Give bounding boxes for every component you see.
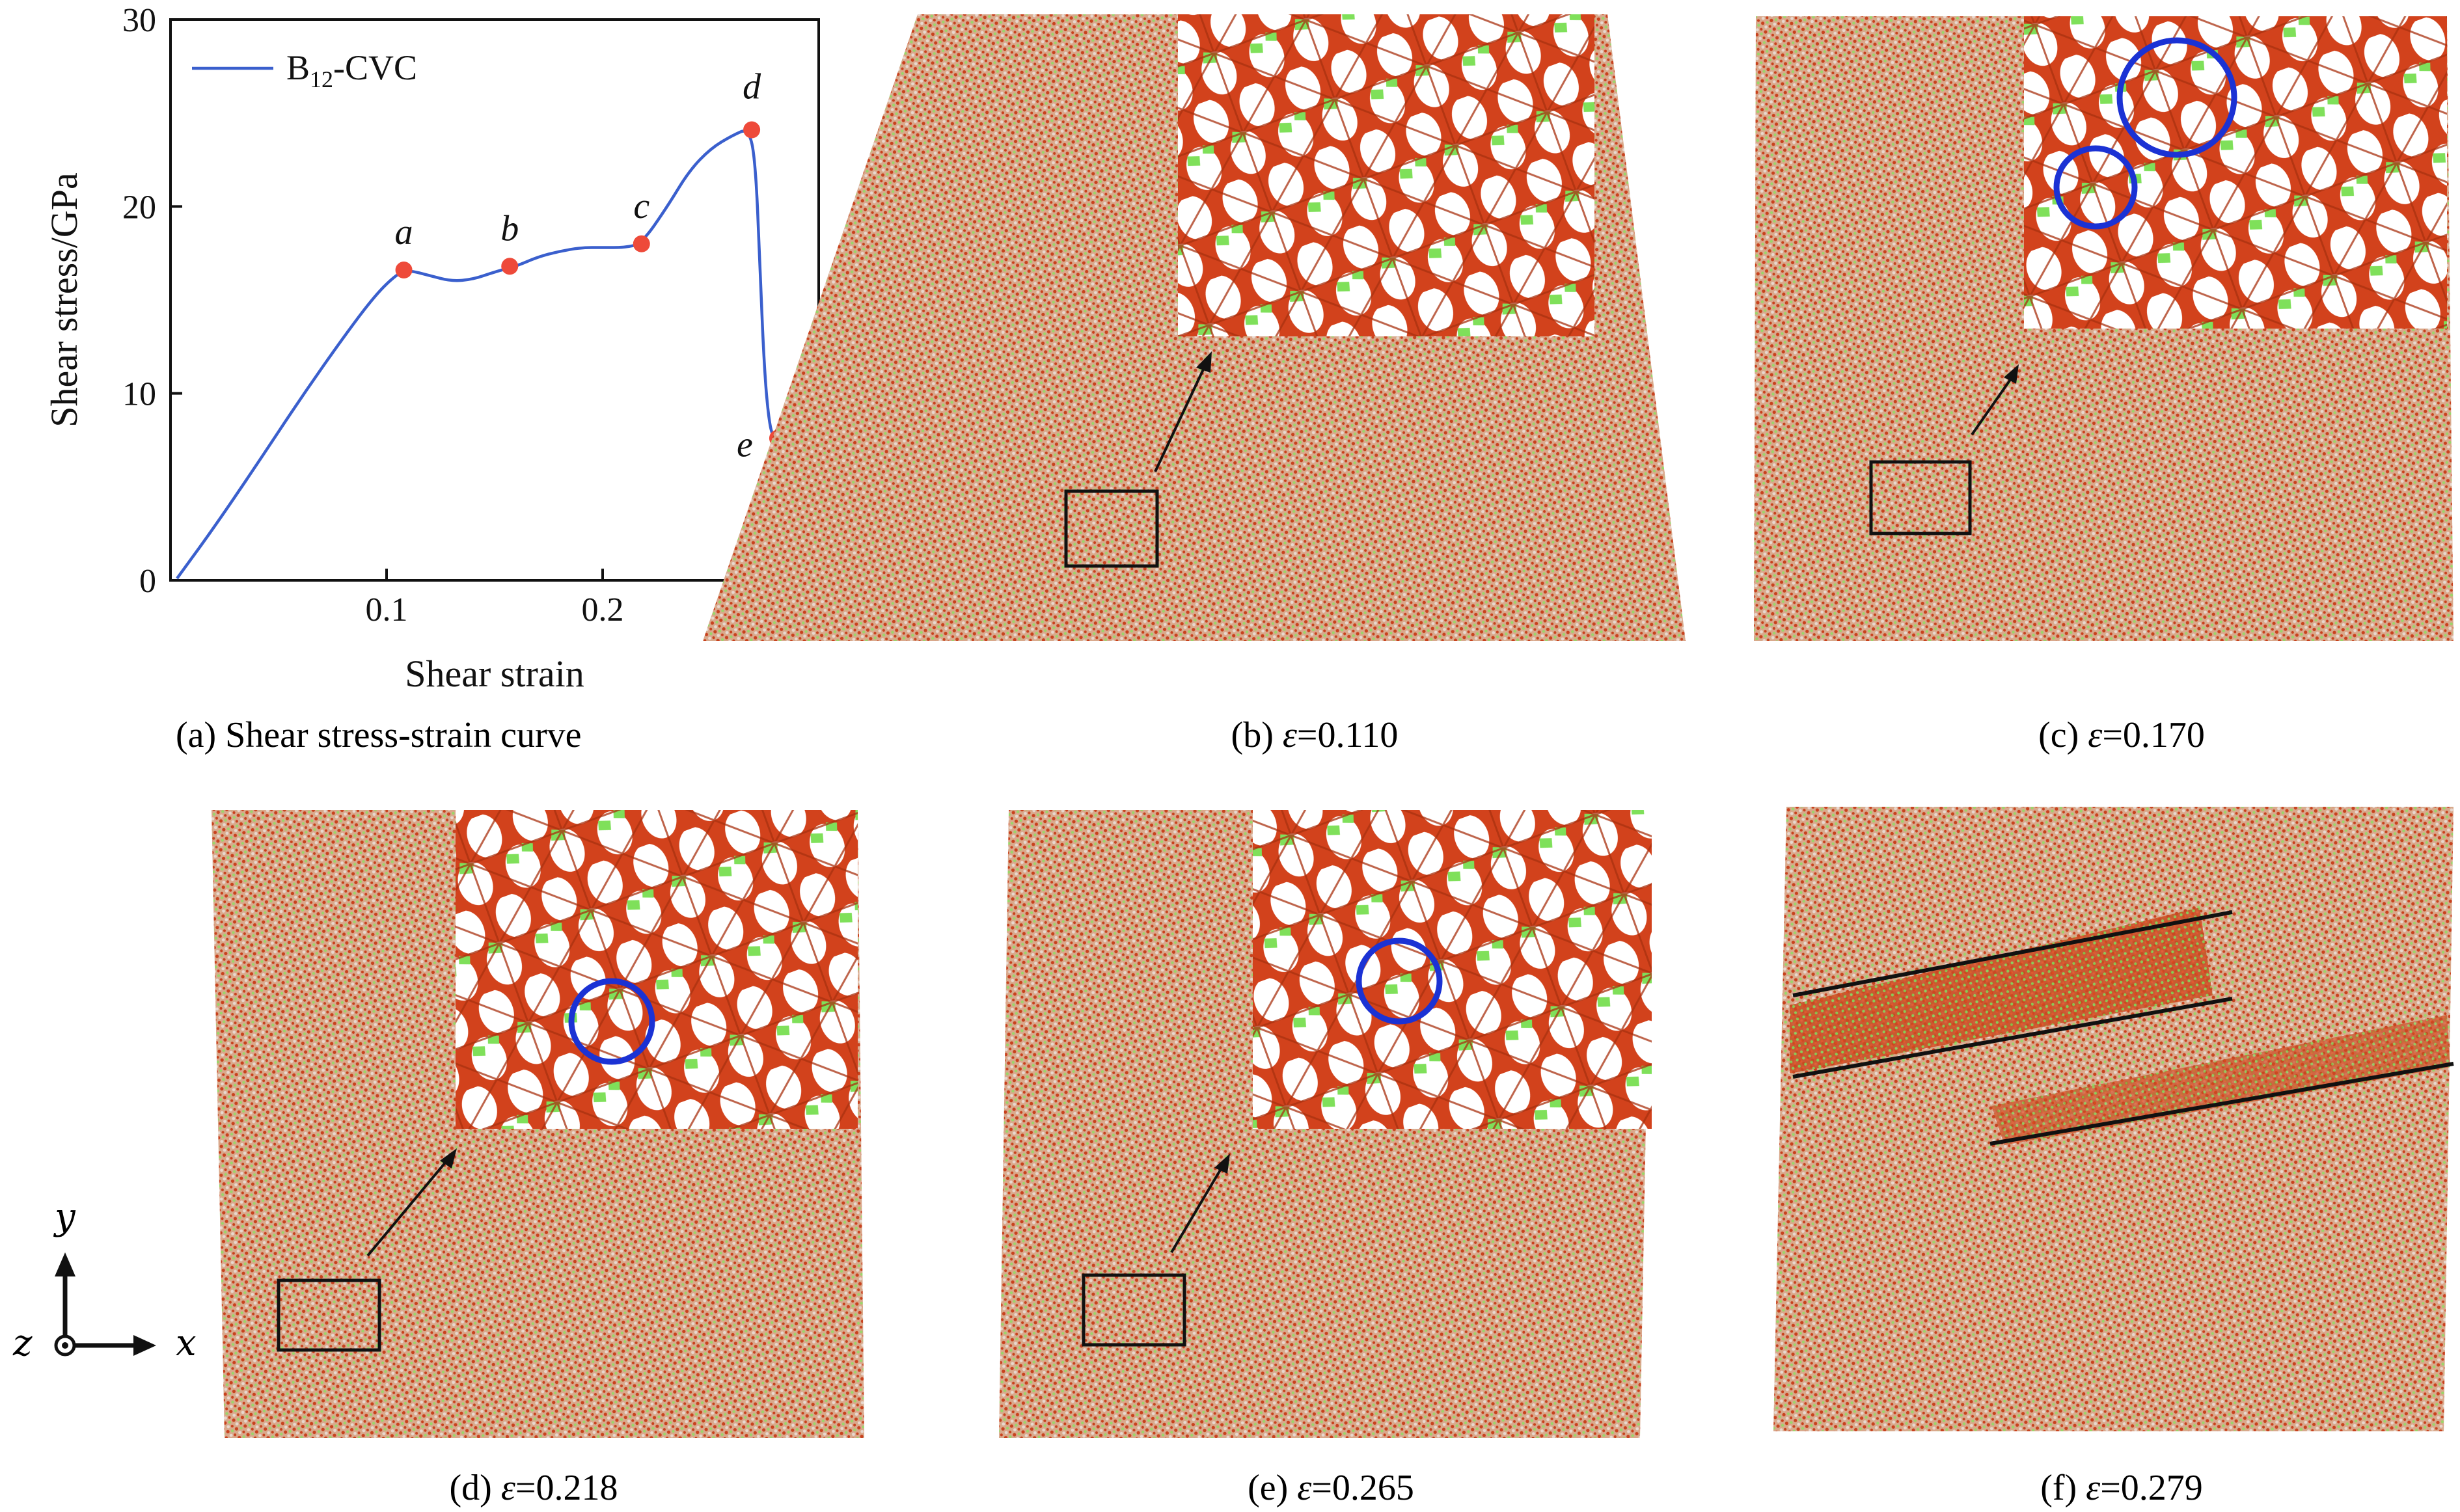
panel-c-defect-circle-large (2116, 37, 2237, 158)
x-axis-label: Shear strain (405, 653, 584, 695)
x-tick-label: 0.2 (582, 591, 624, 628)
panel-b-selection-box (1064, 489, 1159, 568)
caption-d: (d) ε=0.218 (449, 1468, 618, 1508)
caption-f: (f) ε=0.279 (2040, 1468, 2203, 1508)
point-label-a: a (395, 212, 413, 252)
point-label-e: e (737, 425, 753, 465)
caption-e: (e) ε=0.265 (1248, 1468, 1414, 1508)
panel-f-slip-line-1 (1792, 910, 2233, 997)
x-tick-label: 0.1 (366, 591, 408, 628)
panel-c-arrowhead (2004, 364, 2019, 384)
panel-c-zoom-inset (2024, 16, 2447, 329)
panel-f-shear-band-lower (1991, 1015, 2450, 1145)
y-tick-label: 30 (122, 2, 156, 39)
panel-f (1773, 807, 2454, 1431)
panel-e (999, 810, 1652, 1438)
y-tick-label: 10 (122, 376, 156, 413)
axes-triad (54, 1252, 156, 1357)
legend-entry: B12-CVC (286, 48, 417, 92)
panel-d-arrowhead (440, 1148, 457, 1168)
point-label-d: d (743, 67, 761, 107)
panel-c-arrow (1971, 373, 2016, 436)
panel-e-zoom-inset (1253, 810, 1652, 1129)
panel-b (703, 14, 1686, 641)
panel-e-defect-circle (1356, 938, 1443, 1025)
point-c (633, 235, 650, 252)
panel-d-zoom-inset (456, 810, 858, 1129)
plot-frame (169, 18, 820, 582)
point-a (395, 262, 413, 279)
panel-e-arrowhead (1214, 1154, 1230, 1174)
point-label-c: c (633, 186, 649, 226)
panel-d-defect-circle (568, 978, 655, 1065)
axis-label-z: z (13, 1322, 33, 1364)
panel-f-slip-line-3 (1989, 1062, 2454, 1146)
caption-a: (a) Shear stress-strain curve (176, 715, 582, 755)
y-axis-label: Shear stress/GPa (43, 172, 85, 427)
panel-b-arrowhead (1196, 351, 1212, 373)
panel-e-arrow (1170, 1163, 1225, 1254)
panel-e-selection-box (1082, 1273, 1186, 1347)
panel-b-zoom-inset (1178, 14, 1594, 336)
panel-f-slip-line-2 (1792, 997, 2233, 1079)
panel-d-arrow (366, 1157, 450, 1257)
panel-c-defect-circle-small (2053, 145, 2138, 230)
panel-c-selection-box (1869, 460, 1972, 535)
panel-c (1754, 16, 2453, 641)
point-d (743, 121, 761, 139)
panel-d (212, 810, 864, 1438)
y-tick-label: 0 (139, 563, 156, 600)
point-label-b: b (500, 208, 519, 249)
panel-b-arrow (1154, 360, 1209, 472)
panel-d-selection-box (277, 1278, 381, 1352)
point-b (501, 258, 519, 275)
series-line-b12-cvc (176, 129, 815, 580)
y-tick-label: 20 (122, 189, 156, 226)
caption-b: (b) ε=0.110 (1231, 715, 1399, 755)
axis-label-x: x (176, 1322, 197, 1364)
axis-label-y: y (55, 1196, 75, 1238)
panel-f-shear-band-upper (1790, 908, 2213, 1073)
caption-c: (c) ε=0.170 (2038, 715, 2205, 755)
